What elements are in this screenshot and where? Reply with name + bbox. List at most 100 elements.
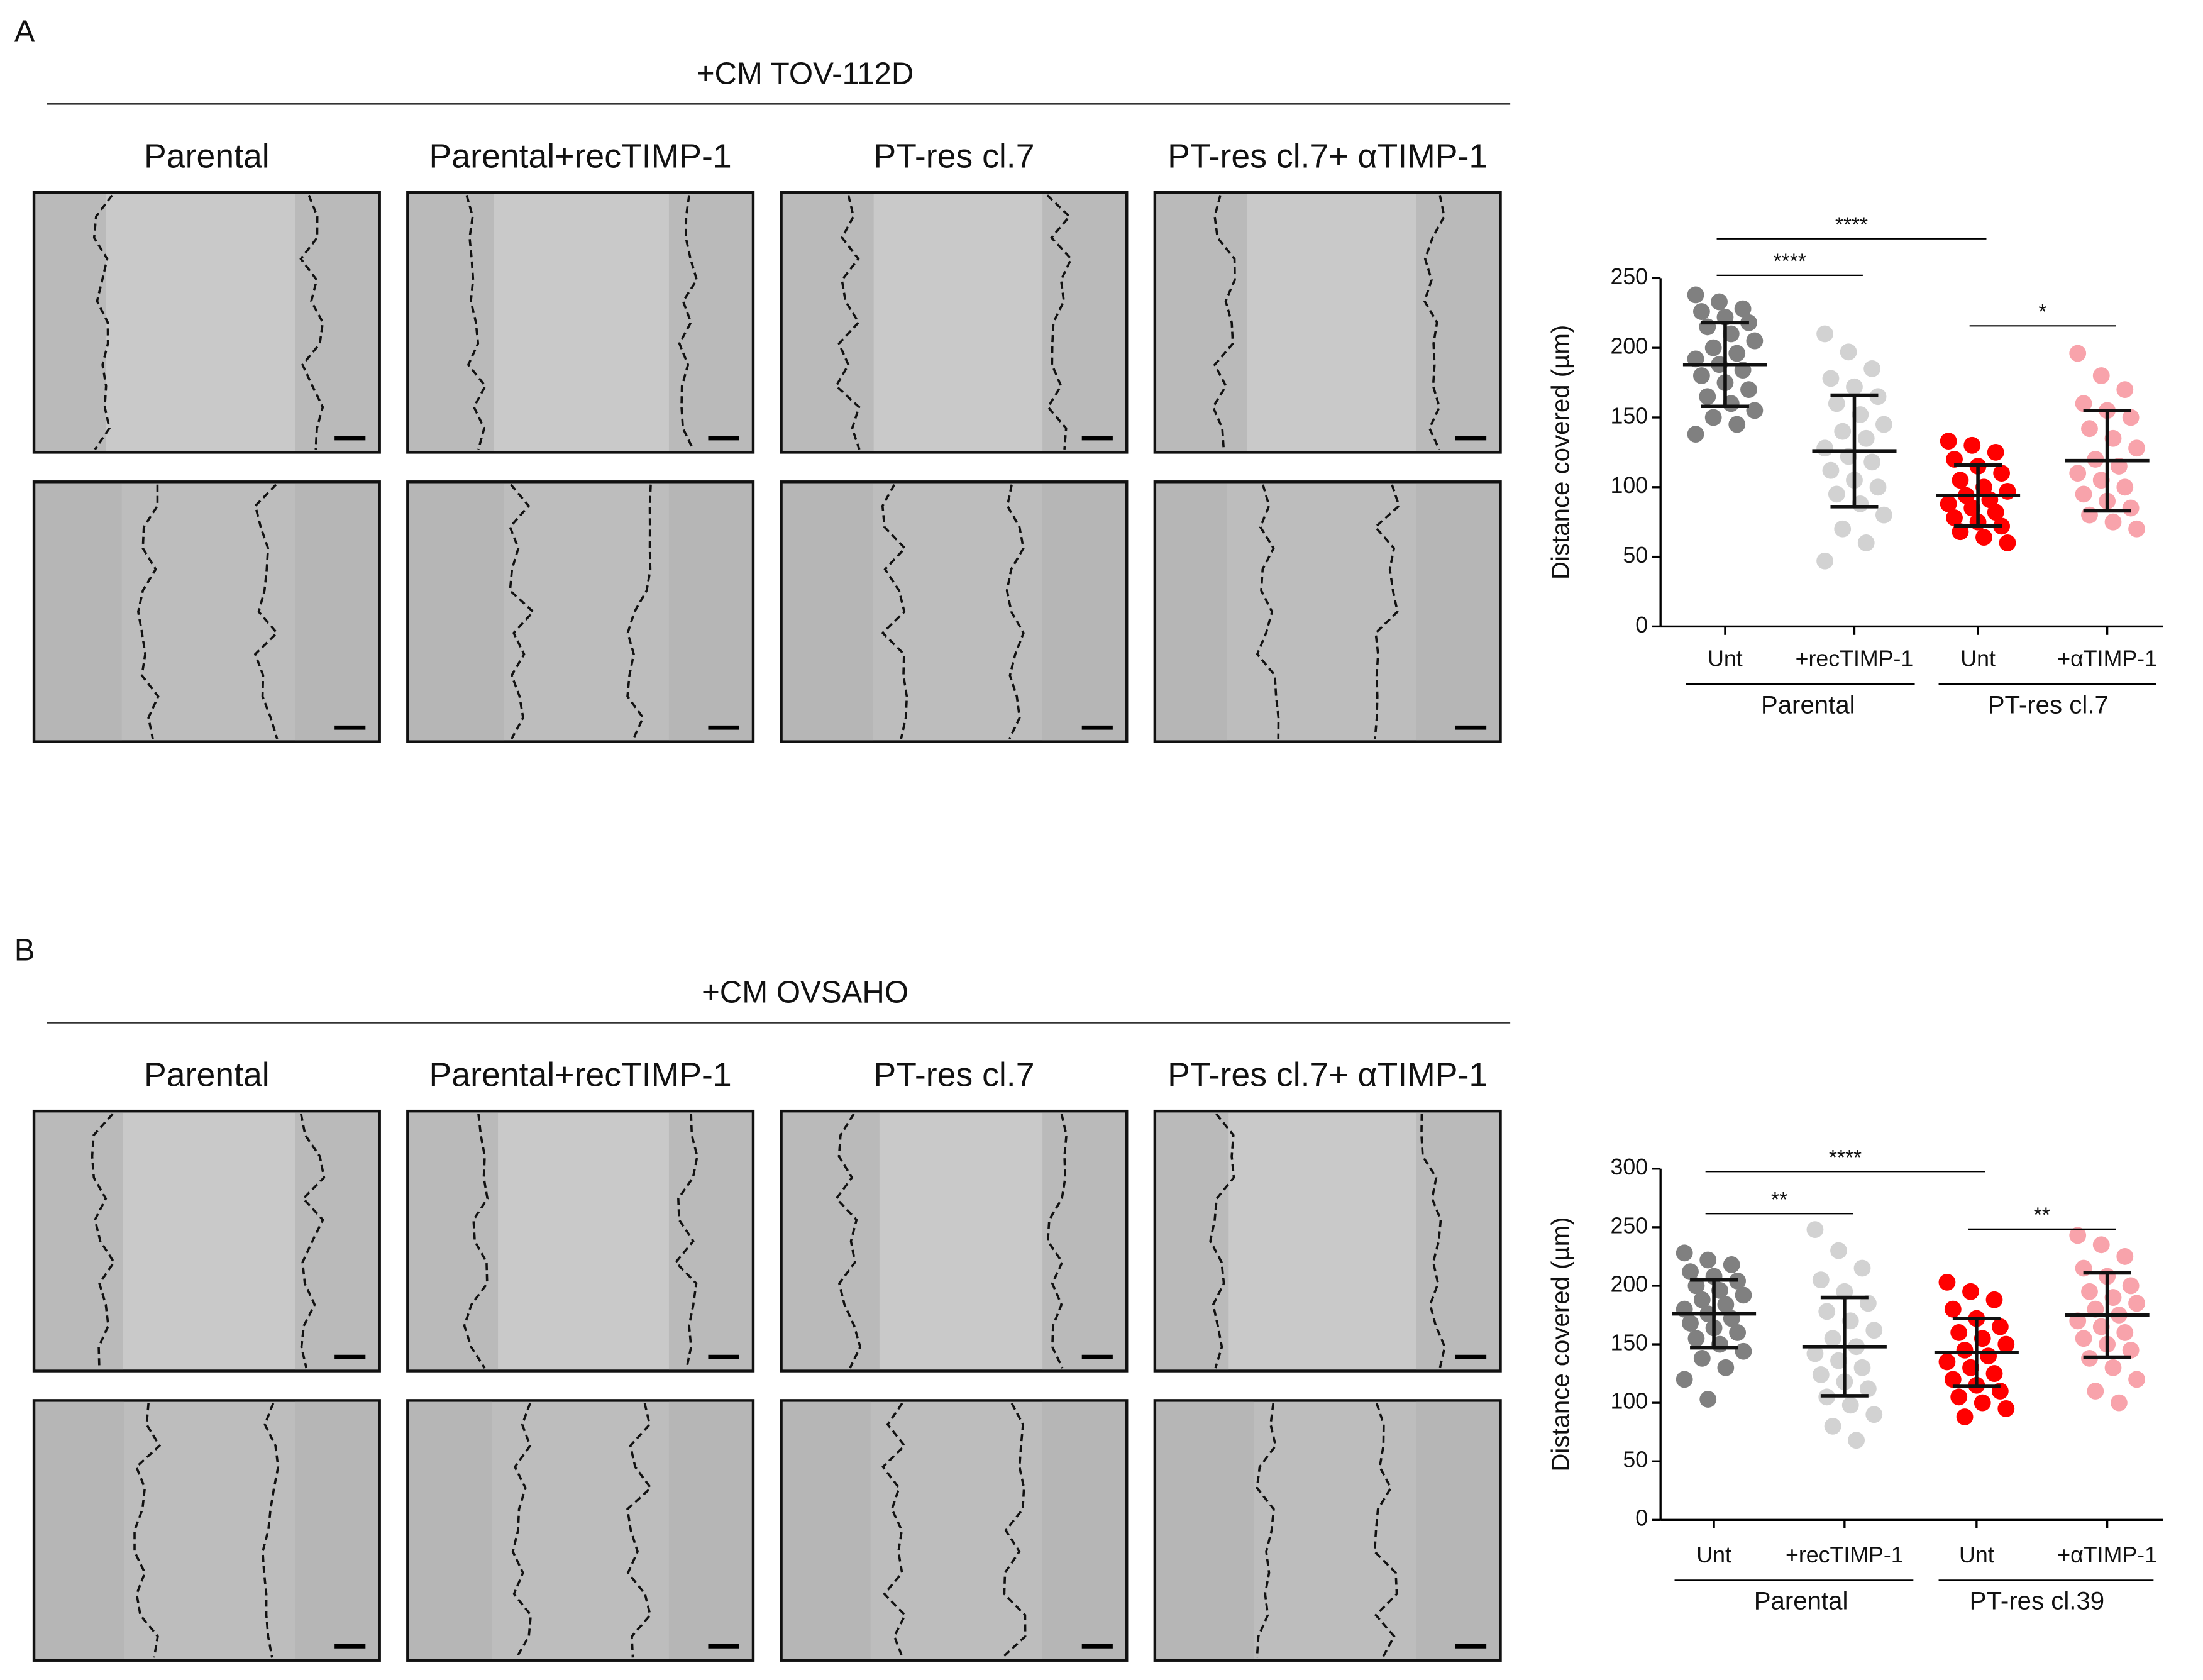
data-point [1824,1330,1841,1347]
data-point [1963,436,1981,454]
group-label: PT-res cl.39 [1970,1587,2104,1615]
group-label: PT-res cl.7 [1988,690,2109,719]
data-point [1711,293,1728,311]
data-point [1704,409,1722,426]
data-point [1693,367,1710,384]
wound-edge [1423,195,1446,450]
data-point [1682,1315,1699,1332]
cell-layer-left [782,483,873,741]
data-point [2081,420,2098,438]
data-point [1828,395,1845,412]
y-tick-label: 50 [1623,543,1648,568]
data-point [1956,1341,1974,1359]
data-point [1822,370,1840,387]
panel-title: +CM TOV-112D [697,57,914,91]
data-point [1974,1394,1991,1412]
y-axis-label: Distance covered (µm) [1546,1217,1574,1471]
y-tick-label: 200 [1610,1271,1648,1296]
y-tick-label: 100 [1610,1389,1648,1414]
data-point [1828,485,1845,503]
data-point [1729,1324,1747,1341]
cell-layer-right [1042,1112,1125,1370]
column-header: Parental [144,138,270,175]
data-point [1875,416,1892,433]
data-point [1735,1342,1752,1360]
significance-label: ** [1771,1188,1787,1212]
data-point [1952,472,1969,489]
y-tick-label: 300 [1610,1154,1648,1180]
data-point [1944,1300,1962,1318]
data-point [1822,461,1840,479]
x-tick-label: +αTIMP-1 [2057,1542,2157,1567]
cell-layer-left [1156,1112,1229,1370]
x-tick-label: +recTIMP-1 [1796,646,1914,671]
data-point [1723,1256,1740,1273]
wound-edge [626,484,652,739]
data-point [1987,504,2004,521]
data-point [1816,325,1833,343]
data-point [1740,381,1757,399]
data-point [2116,478,2134,496]
data-point [1676,1371,1693,1388]
data-point [1869,478,1887,496]
data-point [1676,1244,1693,1262]
wound-edge [137,484,160,739]
x-tick-label: Unt [1696,1542,1731,1567]
column-header: Parental [144,1056,270,1094]
cell-layer-left [35,483,122,741]
wound-edge [1374,484,1401,739]
wound-edge [509,484,535,739]
data-point [1857,429,1875,447]
x-tick-label: +recTIMP-1 [1786,1542,1904,1567]
data-point [1956,1408,1974,1425]
cell-layer-right [668,1401,752,1659]
data-point [2116,1248,2134,1265]
column-header: Parental+recTIMP-1 [429,138,732,175]
group-label: Parental [1761,690,1855,719]
data-point [1853,1259,1871,1277]
column-header: PT-res cl.7+ αTIMP-1 [1168,1056,1488,1094]
data-point [1863,360,1881,377]
data-point [1704,339,1722,356]
cell-layer-left [409,1112,499,1370]
wound-edge [261,1403,280,1658]
data-point [2092,1236,2110,1254]
wound-edge [1373,1403,1398,1659]
data-point [2122,1341,2140,1359]
data-point [2122,499,2140,517]
data-point [1962,1283,1979,1300]
wound-edge [253,484,279,739]
data-point [1865,1322,1883,1339]
significance-label: ** [2034,1204,2050,1227]
data-point [1846,378,1863,395]
wound-edge [835,1113,862,1369]
x-tick-label: +αTIMP-1 [2057,646,2157,671]
wound-edge [299,194,324,450]
cell-layer-right [1042,194,1125,451]
data-point [1859,1380,1877,1398]
data-point [2069,1227,2087,1244]
data-point [1938,1353,1956,1371]
data-point [1728,416,1746,433]
y-tick-label: 0 [1635,612,1648,638]
data-point [1980,1347,1997,1365]
data-point [1735,1286,1752,1304]
data-point [1816,552,1833,570]
group-label: Parental [1754,1587,1848,1615]
data-point [1806,1221,1824,1238]
panel-title: +CM OVSAHO [702,976,908,1010]
cell-layer-left [782,1112,880,1370]
cell-layer-right [1042,1401,1125,1659]
wound-edge [133,1403,162,1658]
cell-layer-right [1416,194,1499,451]
wound-edge [1209,1113,1235,1369]
data-point [1841,1396,1859,1414]
cell-layer-right [668,483,752,741]
data-point [1950,1324,1968,1341]
significance-label: **** [1774,250,1806,274]
data-point [1857,534,1875,551]
data-point [2116,381,2134,399]
data-point [1834,423,1852,440]
data-point [1693,1291,1711,1308]
